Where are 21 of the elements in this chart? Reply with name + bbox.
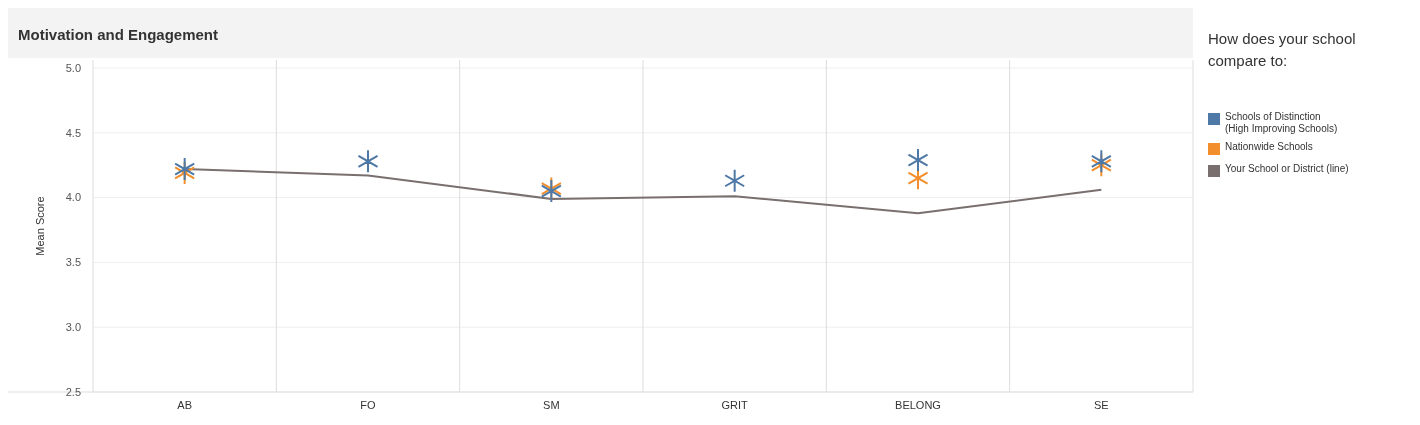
y-tick-label: 4.0 — [65, 191, 81, 204]
legend-label: Nationwide Schools — [1225, 141, 1313, 152]
y-tick-label: 4.5 — [65, 126, 81, 139]
point — [357, 149, 379, 174]
point — [907, 148, 929, 173]
chart-title: Motivation and Engagement — [18, 26, 219, 43]
x-tick-label: SM — [543, 399, 560, 411]
y-axis-title: Mean Score — [34, 196, 46, 256]
point — [724, 168, 746, 193]
legend-label: Schools of Distinction (High Improving Schools) — [1225, 111, 1338, 134]
y-tick-label: 3.0 — [65, 321, 81, 334]
y-tick-label: 3.5 — [65, 256, 81, 269]
y-tick-label: 5.0 — [65, 61, 81, 74]
legend-title: How does your school compare to: — [1208, 30, 1356, 69]
y-tick-label: 2.5 — [65, 385, 81, 398]
x-tick-label: SE — [1093, 399, 1109, 411]
x-tick-label: GRIT — [721, 399, 749, 411]
x-tick-label: AB — [177, 399, 193, 411]
legend-label: Your School or District (line) — [1225, 163, 1349, 174]
x-tick-label: BELONG — [895, 399, 941, 411]
x-tick-label: FO — [360, 399, 377, 411]
